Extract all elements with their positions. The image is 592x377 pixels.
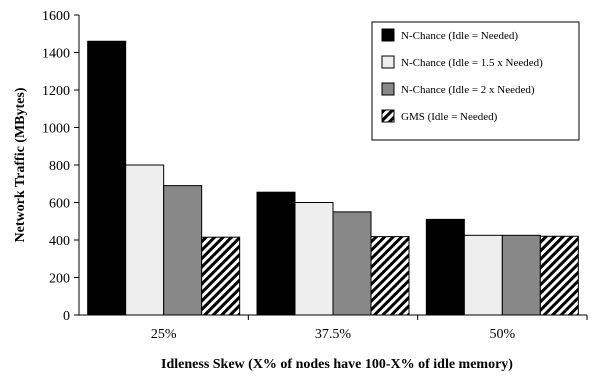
bar-1-2 bbox=[256, 191, 296, 316]
bar-1-1 bbox=[87, 40, 127, 316]
y-axis-ticks: 0 200 400 600 800 1000 1200 1400 1600 bbox=[42, 9, 79, 324]
bar-2-3 bbox=[463, 234, 503, 316]
x-tick-label: 25% bbox=[151, 327, 177, 342]
y-tick-label: 1000 bbox=[42, 122, 70, 137]
x-tick-label: 37.5% bbox=[315, 327, 352, 342]
bar-1-3 bbox=[425, 218, 465, 316]
bar-3-1 bbox=[163, 185, 203, 316]
y-tick-label: 600 bbox=[49, 197, 70, 212]
bar-4-2 bbox=[370, 236, 410, 316]
legend-swatch bbox=[381, 82, 395, 96]
y-tick-label: 1400 bbox=[42, 47, 70, 62]
legend-label: N-Chance (Idle = Needed) bbox=[401, 30, 518, 42]
legend-swatch bbox=[381, 28, 395, 42]
bar-2-1 bbox=[125, 164, 165, 316]
y-tick-label: 200 bbox=[49, 272, 70, 287]
y-tick-label: 800 bbox=[49, 159, 70, 174]
legend-box bbox=[371, 21, 580, 141]
x-axis-title: Idleness Skew (X% of nodes have 100-X% o… bbox=[161, 357, 513, 372]
legend-swatch bbox=[381, 109, 395, 123]
bar-3-3 bbox=[501, 234, 541, 316]
legend: N-Chance (Idle = Needed) N-Chance (Idle =… bbox=[371, 21, 580, 141]
bar-marks bbox=[87, 40, 579, 316]
x-tick-label: 50% bbox=[489, 327, 515, 342]
bar-4-1 bbox=[201, 236, 241, 316]
bar-4-3 bbox=[539, 235, 579, 316]
y-axis-title: Network Traffic (MBytes) bbox=[13, 87, 28, 242]
y-tick-label: 0 bbox=[63, 309, 70, 324]
bar-2-2 bbox=[294, 202, 334, 316]
x-axis-ticks: 25% 37.5% 50% bbox=[151, 315, 588, 342]
legend-label: N-Chance (Idle = 2 x Needed) bbox=[401, 84, 535, 96]
y-tick-label: 1600 bbox=[42, 9, 70, 24]
legend-swatch bbox=[381, 55, 395, 69]
legend-label: N-Chance (Idle = 1.5 x Needed) bbox=[401, 57, 543, 69]
bar-3-2 bbox=[332, 211, 372, 316]
y-tick-label: 1200 bbox=[42, 84, 70, 99]
legend-label: GMS (Idle = Needed) bbox=[401, 111, 498, 123]
y-tick-label: 400 bbox=[49, 234, 70, 249]
